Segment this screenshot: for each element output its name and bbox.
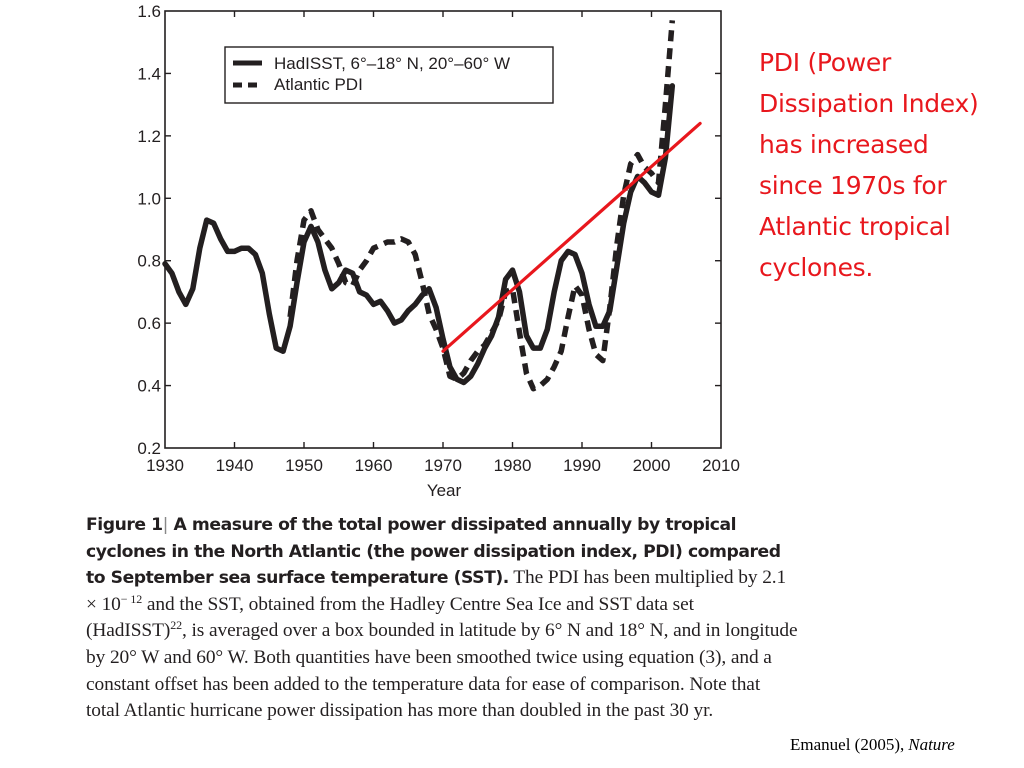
y-tick-label: 1.2 (137, 127, 161, 146)
series-layer (162, 20, 702, 392)
caption-body-2: and the SST, obtained from the Hadley Ce… (86, 593, 694, 642)
chart: 1930 1940 1950 1960 1970 1980 1990 2000 2010 0.2 0… (137, 2, 740, 500)
x-tick-label: 1950 (285, 456, 323, 475)
x-tick-label: 1930 (146, 456, 184, 475)
x-tick-label: 1970 (424, 456, 462, 475)
y-tick-label: 0.6 (137, 314, 161, 333)
caption-exponent: − 12 (120, 591, 143, 606)
x-tick-label: 1940 (216, 456, 254, 475)
y-tick-label: 1.4 (137, 64, 161, 83)
figure-caption: Figure 1| A measure of the total power d… (86, 512, 798, 725)
x-tick-label: 2000 (633, 456, 671, 475)
x-tick-label: 2010 (702, 456, 740, 475)
caption-separator: | (162, 515, 169, 535)
y-tick-label: 0.2 (137, 439, 161, 458)
citation: Emanuel (2005), Nature (790, 735, 955, 755)
legend-box (224, 46, 554, 104)
series-atlantic-pdi-line (287, 20, 676, 392)
ticks-layer: 1930 1940 1950 1960 1970 1980 1990 2000 2010 0.2 0… (137, 2, 740, 475)
x-tick-label: 1990 (563, 456, 601, 475)
legend-label-pdi: Atlantic PDI (274, 75, 363, 94)
citation-author: Emanuel (2005), (790, 735, 905, 754)
y-tick-label: 1.6 (137, 2, 161, 21)
caption-reference: 22 (170, 618, 183, 633)
legend: HadISST, 6°–18° N, 20°–60° W Atlantic PD… (224, 46, 554, 104)
citation-journal: Nature (908, 735, 955, 754)
annotation-text: PDI (Power Dissipation Index) has increa… (759, 48, 979, 282)
x-tick-label: 1980 (494, 456, 532, 475)
series-hadisst-line (162, 83, 676, 386)
trend-line (441, 121, 702, 353)
figure-label: Figure 1 (86, 515, 163, 535)
y-tick-label: 1.0 (137, 189, 161, 208)
x-axis-title: Year (427, 481, 462, 500)
x-tick-label: 1960 (355, 456, 393, 475)
caption-body-3: , is averaged over a box bounded in lati… (86, 620, 798, 722)
y-tick-label: 0.8 (137, 252, 161, 271)
legend-label-hadisst: HadISST, 6°–18° N, 20°–60° W (274, 54, 510, 73)
caption-title: A measure of the total power dissipated … (86, 515, 781, 589)
y-tick-label: 0.4 (137, 377, 161, 396)
caption-body-1: The PDI has been multiplied by 2.1 × 10 (86, 567, 787, 615)
